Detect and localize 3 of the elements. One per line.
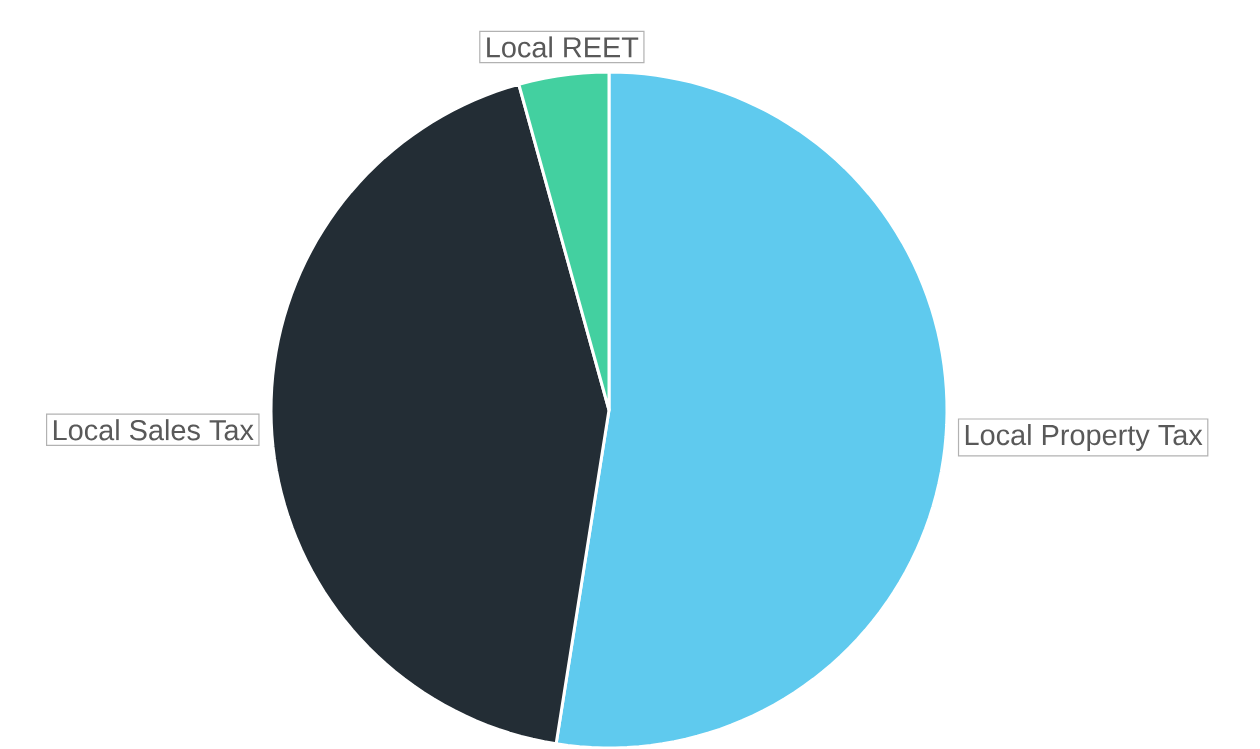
slice-label: Local Sales Tax <box>53 419 254 441</box>
slice-label: Local REET <box>487 36 639 58</box>
slice-label: Local Property Tax <box>965 423 1203 451</box>
